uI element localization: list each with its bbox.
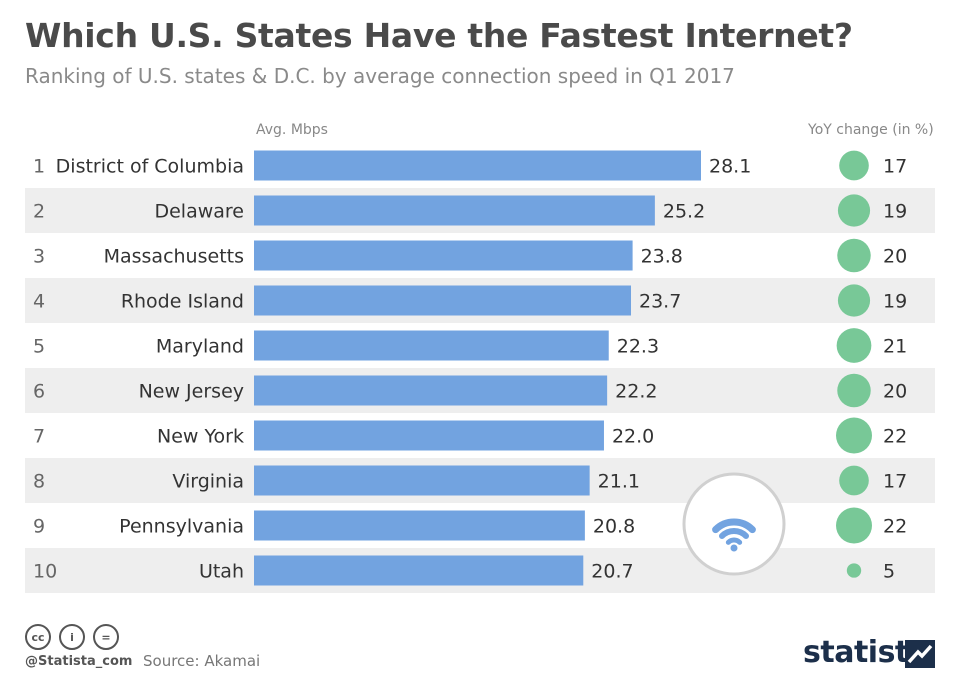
attribution-icon: i bbox=[59, 624, 85, 650]
bar bbox=[254, 555, 584, 586]
bar bbox=[254, 465, 590, 496]
speed-column-header: Avg. Mbps bbox=[256, 122, 328, 138]
rank-label: 6 bbox=[33, 381, 45, 403]
yoy-label: 21 bbox=[883, 336, 907, 358]
license-icons: cc i = bbox=[25, 624, 119, 650]
chart-title: Which U.S. States Have the Fastest Inter… bbox=[25, 16, 853, 55]
bar bbox=[254, 420, 604, 451]
bar bbox=[254, 195, 655, 226]
yoy-bubble bbox=[836, 507, 872, 544]
yoy-bubble bbox=[837, 373, 871, 408]
value-label: 28.1 bbox=[709, 156, 751, 178]
yoy-bubble bbox=[846, 563, 862, 578]
category-label: Massachusetts bbox=[104, 246, 244, 268]
category-label: New Jersey bbox=[139, 381, 244, 403]
wifi-icon bbox=[712, 518, 756, 552]
yoy-label: 19 bbox=[883, 201, 907, 223]
value-label: 23.7 bbox=[639, 291, 681, 313]
yoy-bubble bbox=[839, 465, 869, 496]
bar bbox=[254, 510, 585, 541]
statista-logo-icon bbox=[905, 640, 935, 668]
yoy-bubble bbox=[839, 150, 869, 181]
value-label: 23.8 bbox=[641, 246, 683, 268]
rank-label: 10 bbox=[33, 561, 57, 583]
yoy-label: 22 bbox=[883, 426, 907, 448]
rank-label: 3 bbox=[33, 246, 45, 268]
value-label: 21.1 bbox=[598, 471, 640, 493]
category-label: Rhode Island bbox=[121, 291, 244, 313]
yoy-label: 5 bbox=[883, 561, 895, 583]
rank-label: 7 bbox=[33, 426, 45, 448]
yoy-bubble bbox=[837, 194, 871, 227]
value-label: 22.2 bbox=[615, 381, 657, 403]
source-note: Source: Akamai bbox=[143, 652, 261, 670]
category-label: Virginia bbox=[172, 471, 244, 493]
yoy-label: 17 bbox=[883, 471, 907, 493]
rank-label: 9 bbox=[33, 516, 45, 538]
value-label: 22.3 bbox=[617, 336, 659, 358]
statista-handle: @Statista_com bbox=[25, 654, 133, 669]
rank-label: 2 bbox=[33, 201, 45, 223]
no-derivatives-icon: = bbox=[93, 624, 119, 650]
yoy-label: 22 bbox=[883, 516, 907, 538]
category-label: Maryland bbox=[156, 336, 244, 358]
yoy-label: 20 bbox=[883, 246, 907, 268]
rank-label: 5 bbox=[33, 336, 45, 358]
yoy-bubble bbox=[836, 417, 872, 454]
rank-label: 8 bbox=[33, 471, 45, 493]
rank-label: 4 bbox=[33, 291, 45, 313]
bar bbox=[254, 285, 632, 316]
bar bbox=[254, 240, 633, 271]
yoy-bubble bbox=[836, 328, 872, 363]
yoy-label: 19 bbox=[883, 291, 907, 313]
bar bbox=[254, 330, 609, 361]
value-label: 20.8 bbox=[593, 516, 635, 538]
yoy-bubble bbox=[837, 238, 871, 273]
yoy-column-header: YoY change (in %) bbox=[808, 122, 934, 138]
category-label: Pennsylvania bbox=[119, 516, 244, 538]
value-label: 20.7 bbox=[591, 561, 633, 583]
yoy-bubble bbox=[837, 284, 871, 317]
category-label: New York bbox=[157, 426, 244, 448]
chart-subtitle: Ranking of U.S. states & D.C. by average… bbox=[25, 64, 735, 88]
value-label: 25.2 bbox=[663, 201, 705, 223]
bar bbox=[254, 375, 608, 406]
yoy-label: 17 bbox=[883, 156, 907, 178]
value-label: 22.0 bbox=[612, 426, 654, 448]
yoy-label: 20 bbox=[883, 381, 907, 403]
category-label: Utah bbox=[199, 561, 244, 583]
bar bbox=[254, 150, 701, 181]
category-label: District of Columbia bbox=[56, 156, 244, 178]
creative-commons-icon: cc bbox=[25, 624, 51, 650]
rank-label: 1 bbox=[33, 156, 45, 178]
category-label: Delaware bbox=[154, 201, 244, 223]
